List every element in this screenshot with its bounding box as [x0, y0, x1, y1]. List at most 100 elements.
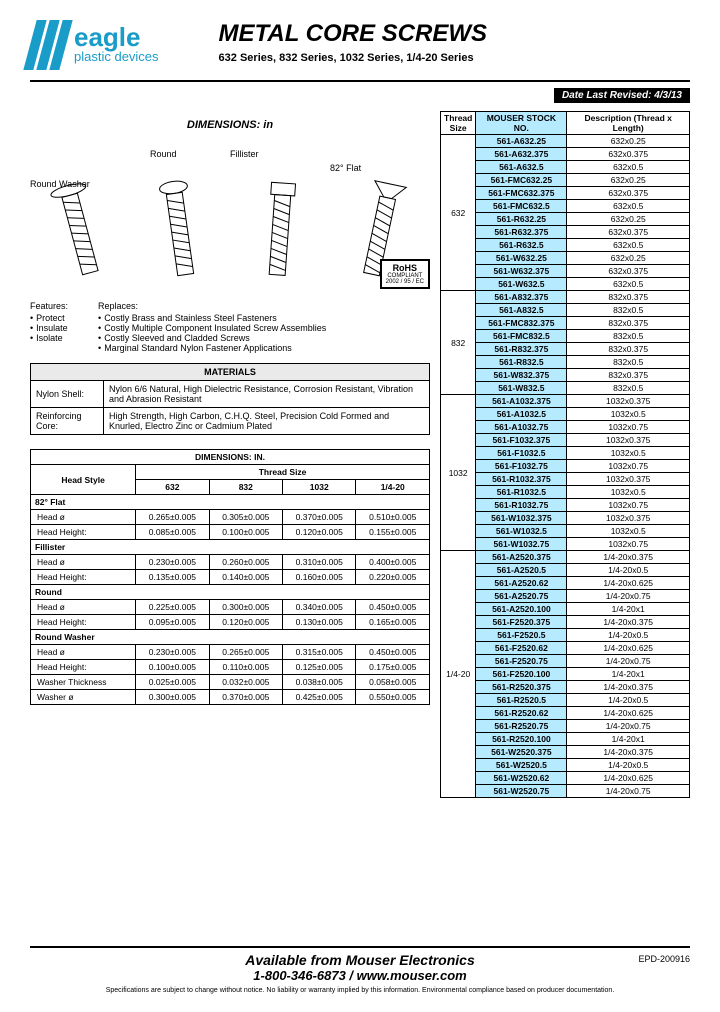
- rohs-badge: RoHS COMPLIANT 2002 / 95 / EC: [380, 259, 430, 289]
- dim-row-label: Head ø: [31, 600, 136, 615]
- dim-row-label: Head ø: [31, 555, 136, 570]
- parts-hdr-thread: Thread Size: [441, 112, 476, 135]
- dim-cell: 0.135±0.005: [136, 570, 209, 585]
- part-stock: 561-A2520.75: [476, 590, 567, 603]
- dim-cell: 0.140±0.005: [209, 570, 282, 585]
- dim-row-label: Head Height:: [31, 660, 136, 675]
- part-stock: 561-W2520.375: [476, 746, 567, 759]
- dim-cell: 0.230±0.005: [136, 645, 209, 660]
- part-stock: 561-F1032.5: [476, 447, 567, 460]
- footer-line2: 1-800-346-6873 / www.mouser.com: [30, 968, 690, 983]
- part-stock: 561-FMC632.5: [476, 200, 567, 213]
- mat-label: Reinforcing Core:: [31, 408, 104, 435]
- logo: eagle plastic devices: [30, 20, 159, 70]
- part-stock: 561-F2520.62: [476, 642, 567, 655]
- part-desc: 632x0.5: [567, 278, 690, 291]
- part-desc: 632x0.375: [567, 148, 690, 161]
- label-flat: 82° Flat: [330, 163, 361, 173]
- dim-cell: 0.025±0.005: [136, 675, 209, 690]
- part-desc: 1032x0.5: [567, 486, 690, 499]
- footer-line1: Available from Mouser Electronics: [30, 952, 690, 968]
- dim-row-label: Washer Thickness: [31, 675, 136, 690]
- part-desc: 632x0.375: [567, 226, 690, 239]
- dim-cell: 0.125±0.005: [283, 660, 356, 675]
- part-desc: 1/4-20x0.375: [567, 746, 690, 759]
- part-desc: 1/4-20x0.375: [567, 681, 690, 694]
- part-stock: 561-F2520.375: [476, 616, 567, 629]
- features-list: Features: ProtectInsulateIsolate: [30, 301, 68, 353]
- part-stock: 561-A1032.75: [476, 421, 567, 434]
- part-stock: 561-R2520.375: [476, 681, 567, 694]
- dim-cell: 0.120±0.005: [209, 615, 282, 630]
- replaces-item: Costly Multiple Component Insulated Scre…: [98, 323, 326, 333]
- part-thread: 1032: [441, 395, 476, 551]
- page-subtitle: 632 Series, 832 Series, 1032 Series, 1/4…: [219, 52, 690, 64]
- part-desc: 1/4-20x0.5: [567, 564, 690, 577]
- part-stock: 561-R632.375: [476, 226, 567, 239]
- part-desc: 1032x0.5: [567, 525, 690, 538]
- part-stock: 561-R2520.75: [476, 720, 567, 733]
- part-desc: 1/4-20x0.5: [567, 759, 690, 772]
- dim-cell: 0.310±0.005: [283, 555, 356, 570]
- part-desc: 832x0.5: [567, 330, 690, 343]
- part-stock: 561-A832.375: [476, 291, 567, 304]
- dim-cell: 0.130±0.005: [283, 615, 356, 630]
- part-stock: 561-A2520.62: [476, 577, 567, 590]
- dim-cell: 0.160±0.005: [283, 570, 356, 585]
- date-revised: Date Last Revised: 4/3/13: [554, 88, 690, 103]
- dim-cell: 0.265±0.005: [136, 510, 209, 525]
- part-desc: 1/4-20x1: [567, 733, 690, 746]
- dim-row-label: Head ø: [31, 510, 136, 525]
- part-desc: 1/4-20x1: [567, 668, 690, 681]
- dim-cell: 0.230±0.005: [136, 555, 209, 570]
- dim-cell: 0.300±0.005: [209, 600, 282, 615]
- dim-cell: 0.315±0.005: [283, 645, 356, 660]
- dim-cell: 0.032±0.005: [209, 675, 282, 690]
- part-desc: 1/4-20x0.375: [567, 616, 690, 629]
- part-desc: 1/4-20x0.5: [567, 629, 690, 642]
- part-stock: 561-R632.25: [476, 213, 567, 226]
- part-desc: 1032x0.375: [567, 395, 690, 408]
- part-thread: 832: [441, 291, 476, 395]
- label-fillister: Fillister: [230, 149, 259, 159]
- part-desc: 1/4-20x1: [567, 603, 690, 616]
- footer-disclaimer: Specifications are subject to change wit…: [30, 987, 690, 994]
- part-desc: 1/4-20x0.625: [567, 577, 690, 590]
- dim-cell: 0.370±0.005: [209, 690, 282, 705]
- dim-head-style: Head Style: [31, 465, 136, 495]
- part-desc: 632x0.25: [567, 174, 690, 187]
- part-stock: 561-W832.5: [476, 382, 567, 395]
- part-desc: 1032x0.75: [567, 460, 690, 473]
- dim-row-label: Washer ø: [31, 690, 136, 705]
- dim-cell: 0.095±0.005: [136, 615, 209, 630]
- part-stock: 561-W1032.75: [476, 538, 567, 551]
- part-desc: 632x0.25: [567, 252, 690, 265]
- replaces-header: Replaces:: [98, 301, 326, 311]
- part-desc: 1032x0.375: [567, 473, 690, 486]
- mat-value: High Strength, High Carbon, C.H.Q. Steel…: [103, 408, 429, 435]
- part-stock: 561-A632.25: [476, 135, 567, 148]
- dim-size: 832: [209, 480, 282, 495]
- dim-cell: 0.165±0.005: [356, 615, 430, 630]
- part-desc: 632x0.5: [567, 239, 690, 252]
- dim-cell: 0.175±0.005: [356, 660, 430, 675]
- part-stock: 561-A2520.100: [476, 603, 567, 616]
- dim-table-title: DIMENSIONS: IN.: [31, 450, 430, 465]
- dim-thread-size: Thread Size: [136, 465, 430, 480]
- mat-value: Nylon 6/6 Natural, High Dielectric Resis…: [103, 381, 429, 408]
- dim-cell: 0.340±0.005: [283, 600, 356, 615]
- part-desc: 632x0.375: [567, 265, 690, 278]
- part-desc: 632x0.375: [567, 187, 690, 200]
- part-stock: 561-R2520.5: [476, 694, 567, 707]
- part-stock: 561-W1032.5: [476, 525, 567, 538]
- dim-section: Round: [31, 585, 430, 600]
- part-stock: 561-A632.5: [476, 161, 567, 174]
- dim-cell: 0.300±0.005: [136, 690, 209, 705]
- screw-icon: [46, 176, 113, 293]
- part-desc: 1032x0.5: [567, 447, 690, 460]
- part-stock: 561-A2520.375: [476, 551, 567, 564]
- dim-cell: 0.450±0.005: [356, 645, 430, 660]
- part-stock: 561-A1032.375: [476, 395, 567, 408]
- dim-cell: 0.058±0.005: [356, 675, 430, 690]
- dim-size: 632: [136, 480, 209, 495]
